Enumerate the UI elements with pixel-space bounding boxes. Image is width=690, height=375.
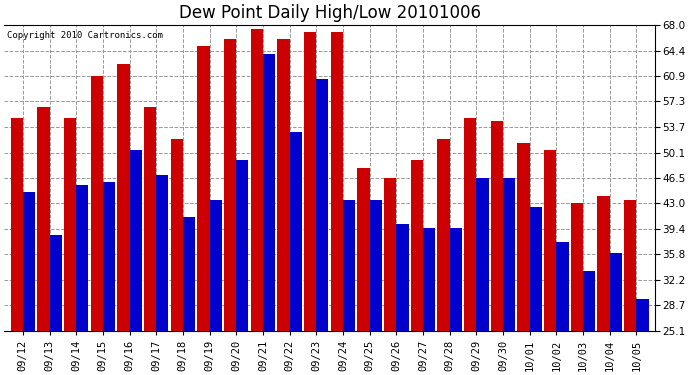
Bar: [290, 132, 302, 330]
Bar: [343, 200, 355, 330]
Bar: [144, 107, 156, 330]
Bar: [103, 182, 115, 330]
Bar: [23, 192, 35, 330]
Bar: [598, 196, 609, 330]
Bar: [304, 32, 316, 330]
Bar: [117, 64, 130, 330]
Bar: [571, 203, 583, 330]
Bar: [396, 225, 408, 330]
Bar: [210, 200, 221, 330]
Bar: [250, 28, 263, 330]
Bar: [636, 299, 649, 330]
Bar: [384, 178, 396, 330]
Bar: [197, 46, 210, 330]
Bar: [37, 107, 50, 330]
Bar: [464, 118, 476, 330]
Bar: [583, 271, 595, 330]
Bar: [357, 168, 370, 330]
Bar: [491, 121, 503, 330]
Bar: [156, 175, 168, 330]
Bar: [411, 160, 423, 330]
Bar: [423, 228, 435, 330]
Bar: [624, 200, 636, 330]
Text: Copyright 2010 Cartronics.com: Copyright 2010 Cartronics.com: [8, 31, 164, 40]
Title: Dew Point Daily High/Low 20101006: Dew Point Daily High/Low 20101006: [179, 4, 480, 22]
Bar: [130, 150, 141, 330]
Bar: [331, 32, 343, 330]
Bar: [518, 142, 530, 330]
Bar: [609, 253, 622, 330]
Bar: [263, 54, 275, 330]
Bar: [370, 200, 382, 330]
Bar: [90, 76, 103, 330]
Bar: [170, 139, 183, 330]
Bar: [556, 242, 569, 330]
Bar: [437, 139, 450, 330]
Bar: [277, 39, 290, 330]
Bar: [76, 185, 88, 330]
Bar: [316, 78, 328, 330]
Bar: [503, 178, 515, 330]
Bar: [10, 118, 23, 330]
Bar: [450, 228, 462, 330]
Bar: [183, 217, 195, 330]
Bar: [50, 235, 62, 330]
Bar: [236, 160, 248, 330]
Bar: [224, 39, 236, 330]
Bar: [64, 118, 76, 330]
Bar: [476, 178, 489, 330]
Bar: [530, 207, 542, 330]
Bar: [544, 150, 556, 330]
